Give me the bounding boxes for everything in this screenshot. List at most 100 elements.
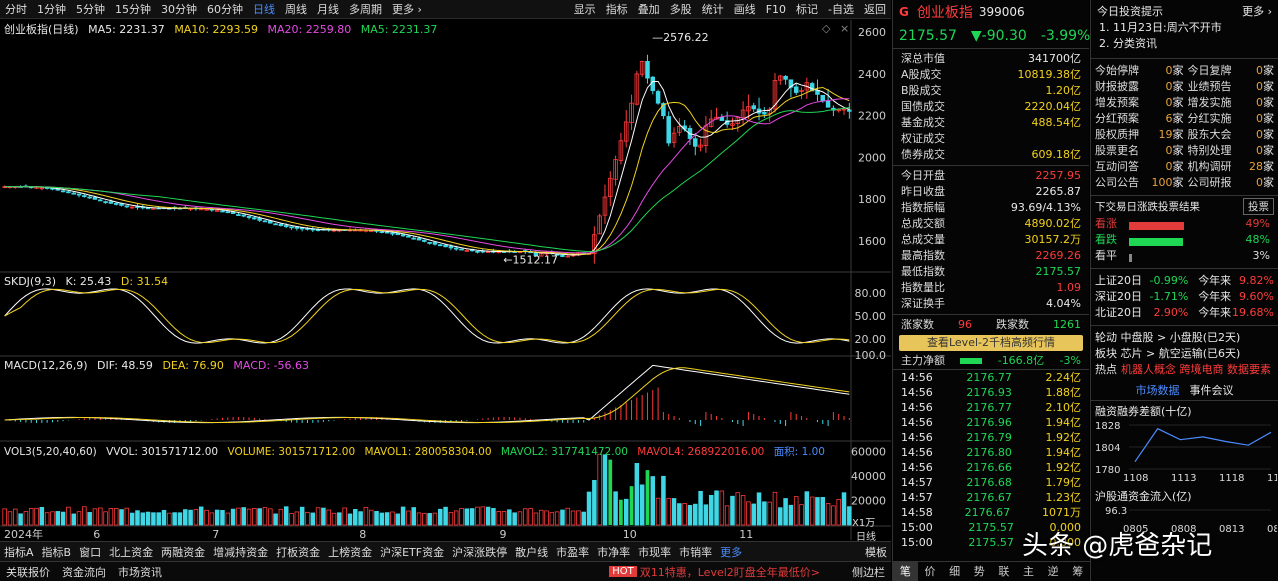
tool-button-5[interactable]: 画线 xyxy=(733,3,756,16)
tool-button-9[interactable]: 返回 xyxy=(864,3,886,16)
volume-bar xyxy=(496,511,501,526)
settings-icon[interactable]: ◇ xyxy=(822,22,831,35)
rotation-item[interactable]: 板块 芯片 > 航空运输(已6天) xyxy=(1095,346,1274,362)
index-return-row[interactable]: 深证20日 -1.71% 今年来 9.60% xyxy=(1091,289,1278,305)
quote-tab-3[interactable]: 势 xyxy=(973,565,985,578)
index-return-cell: 北证20日 xyxy=(1095,306,1142,319)
indicator-tab-1[interactable]: 指标B xyxy=(41,545,72,559)
event-row[interactable]: 股权质押 19家 股东大会 0家 xyxy=(1091,127,1278,143)
tool-button-0[interactable]: 显示 xyxy=(573,3,596,16)
index-return-cell: 今年来 xyxy=(1198,274,1232,287)
quote-row-value: 609.18亿 xyxy=(1031,148,1082,161)
tick-row: 14:56 2176.93 1.88亿 xyxy=(893,385,1089,400)
indicator-tab-7[interactable]: 上榜资金 xyxy=(328,545,373,559)
indicator-tab-2[interactable]: 窗口 xyxy=(79,545,102,559)
period-tab-7[interactable]: 周线 xyxy=(285,3,307,16)
indicator-tab-10[interactable]: 散户线 xyxy=(515,545,549,559)
volume-bar xyxy=(347,513,353,526)
tip-item[interactable]: 2. 分类资讯 xyxy=(1091,36,1278,52)
hot-row[interactable]: 热点 机器人概念 跨境电商 数据要素 xyxy=(1095,362,1274,378)
event-row[interactable]: 分红预案 6家 分红实施 0家 xyxy=(1091,111,1278,127)
period-tab-0[interactable]: 分时 xyxy=(5,3,27,16)
indicator-tab-15[interactable]: 更多 xyxy=(720,545,743,559)
main-flow-bar xyxy=(960,358,983,364)
candle-body xyxy=(400,234,406,237)
hot-promo-link[interactable]: 双11特惠，Level2盯盘全年最低价> xyxy=(639,565,820,579)
vote-button[interactable]: 投票 xyxy=(1243,197,1274,215)
volume-bar xyxy=(740,495,746,526)
index-returns: 上证20日 -0.99% 今年来 9.82% 深证20日 -1.71% 今年来 9.60% 北证… xyxy=(1091,269,1278,321)
status-item-news[interactable]: 市场资讯 xyxy=(118,565,162,579)
indicator-tab-5[interactable]: 增减持资金 xyxy=(213,545,269,559)
event-row[interactable]: 股票更名 0家 特别处理 0家 xyxy=(1091,143,1278,159)
indicator-tab-14[interactable]: 市销率 xyxy=(679,545,713,559)
indicator-tab-3[interactable]: 北上资金 xyxy=(109,545,154,559)
event-row[interactable]: 互动问答 0家 机构调研 28家 xyxy=(1091,159,1278,175)
indicator-tab-0[interactable]: 指标A xyxy=(4,545,34,559)
quote-row-label: 最高指数 xyxy=(901,249,945,262)
index-return-row[interactable]: 北证20日 2.90% 今年来 19.68% xyxy=(1091,305,1278,321)
sidebar-toggle-button[interactable]: 侧边栏 xyxy=(852,565,885,579)
quote-tab-4[interactable]: 联 xyxy=(998,565,1010,578)
quote-row-label: 总成交量 xyxy=(901,233,945,246)
indicator-tab-11[interactable]: 市盈率 xyxy=(556,545,590,559)
quote-tab-2[interactable]: 细 xyxy=(949,565,961,578)
period-tab-9[interactable]: 多周期 xyxy=(349,3,382,16)
tool-button-1[interactable]: 指标 xyxy=(605,3,628,16)
event-row[interactable]: 财报披露 0家 业绩预告 0家 xyxy=(1091,79,1278,95)
rotation-item[interactable]: 轮动 中盘股 > 小盘股(已2天) xyxy=(1095,330,1274,346)
quote-tab-0[interactable]: 笔 xyxy=(893,562,918,581)
period-tab-5[interactable]: 60分钟 xyxy=(207,3,243,16)
event-label: 今日复牌 xyxy=(1187,64,1232,77)
indicator-tab-12[interactable]: 市净率 xyxy=(597,545,631,559)
indicator-tab-9[interactable]: 沪深涨跌停 xyxy=(452,545,508,559)
kline-chart-area[interactable]: 2600 2400 2200 2000 1800 1600 —2576.22 ←1512.17… xyxy=(0,20,891,540)
tip-item[interactable]: 1. 11月23日:周六不开市 xyxy=(1091,20,1278,36)
volume-bar xyxy=(183,509,188,526)
status-item-quote[interactable]: 关联报价 xyxy=(6,565,50,579)
quote-tab-7[interactable]: 筹 xyxy=(1072,565,1084,578)
tab-market-data[interactable]: 市场数据 xyxy=(1135,384,1180,397)
index-return-row[interactable]: 上证20日 -0.99% 今年来 9.82% xyxy=(1091,273,1278,289)
macd-panel-header: MACD(12,26,9) DIF: 48.59 DEA: 76.90 MACD… xyxy=(4,359,315,372)
period-tab-1[interactable]: 1分钟 xyxy=(37,3,66,16)
period-tab-10[interactable]: 更多 › xyxy=(392,3,422,16)
tool-button-8[interactable]: -自选 xyxy=(828,3,854,16)
tick-list[interactable]: 14:56 2176.77 2.24亿 14:56 2176.93 1.88亿 14:56 2… xyxy=(893,370,1089,550)
period-tab-3[interactable]: 15分钟 xyxy=(115,3,151,16)
event-row[interactable]: 增发预案 0家 增发实施 0家 xyxy=(1091,95,1278,111)
close-icon[interactable]: × xyxy=(840,22,850,35)
tool-button-2[interactable]: 叠加 xyxy=(637,3,660,16)
candle-body xyxy=(841,108,847,111)
indicator-tab-8[interactable]: 沪深ETF资金 xyxy=(380,545,445,559)
status-item-flow[interactable]: 资金流向 xyxy=(62,565,106,579)
volume-bar xyxy=(666,498,671,526)
candle-body xyxy=(565,255,571,258)
tool-button-6[interactable]: F10 xyxy=(765,2,787,16)
event-row[interactable]: 公司公告 100家 公司研报 0家 xyxy=(1091,175,1278,191)
indicator-tab-4[interactable]: 两融资金 xyxy=(161,545,206,559)
volume-bar xyxy=(400,506,406,526)
quote-tab-6[interactable]: 逆 xyxy=(1047,565,1059,578)
tips-more-link[interactable]: 更多 › xyxy=(1242,5,1272,18)
event-row[interactable]: 今始停牌 0家 今日复牌 0家 xyxy=(1091,63,1278,79)
period-tab-2[interactable]: 5分钟 xyxy=(76,3,105,16)
candle-body xyxy=(98,199,103,202)
period-tab-4[interactable]: 30分钟 xyxy=(161,3,197,16)
tool-button-4[interactable]: 统计 xyxy=(701,3,724,16)
tab-events[interactable]: 事件会议 xyxy=(1189,384,1234,397)
period-tab-8[interactable]: 月线 xyxy=(317,3,339,16)
indicator-tab-6[interactable]: 打板资金 xyxy=(276,545,321,559)
vol-mavol1: MAVOL1: 280058304.00 xyxy=(364,446,492,458)
tool-button-7[interactable]: 标记 xyxy=(796,3,819,16)
level2-button[interactable]: 查看Level-2千档高频行情 xyxy=(899,335,1083,351)
template-button[interactable]: 模板 xyxy=(865,545,887,559)
quote-tab-1[interactable]: 价 xyxy=(924,565,936,578)
quote-tab-5[interactable]: 主 xyxy=(1022,565,1034,578)
period-tab-6[interactable]: 日线 xyxy=(253,3,275,16)
indicator-tab-13[interactable]: 市现率 xyxy=(638,545,672,559)
tool-button-3[interactable]: 多股 xyxy=(669,3,692,16)
event-label: 公司研报 xyxy=(1187,176,1232,189)
event-count: 0家 xyxy=(1256,112,1274,125)
margin-x-tick: 1113 xyxy=(1171,473,1196,484)
